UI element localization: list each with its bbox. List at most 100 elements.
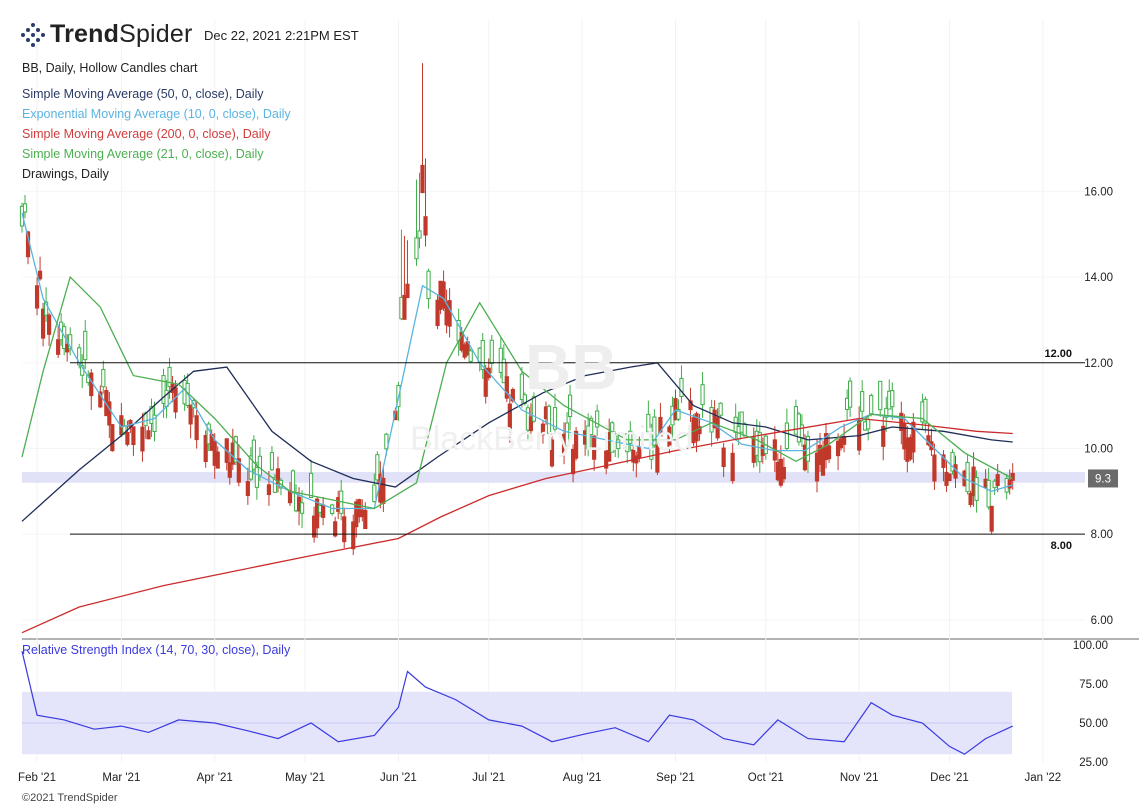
candle-body	[146, 430, 151, 440]
candle-body	[19, 205, 25, 227]
candle-body	[435, 299, 440, 326]
candle-body	[781, 467, 786, 480]
candle-body	[814, 452, 820, 482]
candle-body	[528, 416, 534, 432]
candle-body	[417, 230, 422, 239]
candle-body	[730, 452, 735, 482]
time-axis-tick: Apr '21	[197, 772, 233, 784]
candle-body	[658, 416, 663, 437]
candle-body	[965, 461, 970, 493]
candle-body	[333, 521, 338, 537]
candle-body	[56, 339, 61, 355]
candle-body	[34, 285, 40, 309]
candle-body	[986, 479, 991, 508]
candle-body	[667, 426, 672, 447]
candle-body	[468, 350, 473, 362]
candle-body	[564, 422, 570, 447]
time-axis-tick: Mar '21	[102, 772, 140, 784]
candle-body	[697, 426, 702, 435]
candle-body	[890, 390, 895, 408]
candle-body	[480, 340, 485, 370]
candle-body	[649, 436, 654, 460]
candle-body	[330, 504, 335, 515]
candle-body	[742, 423, 747, 437]
candle-body	[573, 430, 579, 459]
candle-body	[519, 373, 524, 401]
drawings: 12.00 8.00 9.3	[70, 348, 1118, 552]
candle-body	[860, 391, 865, 412]
candle-body	[257, 455, 262, 476]
candle-body	[531, 396, 537, 422]
candle-body	[420, 164, 425, 194]
logo-icon	[21, 22, 45, 47]
candle-body	[974, 477, 979, 501]
candle-body	[363, 509, 368, 530]
candle-body	[233, 436, 238, 463]
time-axis-tick: Dec '21	[930, 772, 969, 784]
candle-body	[549, 439, 555, 467]
candle-body	[968, 492, 973, 505]
candle-body	[161, 375, 166, 404]
rsi-axis-tick: 75.00	[1079, 679, 1108, 691]
candle-body	[613, 435, 618, 444]
candle-body	[721, 447, 726, 468]
legend-drawings[interactable]: Drawings, Daily	[22, 167, 109, 181]
candle-body	[83, 330, 88, 361]
candle-body	[540, 423, 546, 436]
candle-body	[884, 407, 889, 418]
rsi-axis-tick: 25.00	[1079, 757, 1108, 769]
legend-sma50[interactable]: Simple Moving Average (50, 0, close), Da…	[22, 87, 264, 101]
candle-body	[140, 426, 145, 452]
drawing-label-8.00: 8.00	[1051, 540, 1072, 552]
candle-body	[592, 435, 597, 460]
candle-body	[700, 384, 705, 406]
candle-body	[866, 418, 871, 430]
rsi-line	[21, 651, 1013, 755]
candle-body	[227, 462, 232, 478]
candle-body	[402, 294, 407, 320]
candle-body	[98, 391, 103, 408]
rsi-band	[22, 691, 1012, 755]
logo-brand-bold: Trend	[50, 20, 120, 48]
candle-body	[688, 400, 693, 411]
candle-body	[718, 402, 723, 416]
watermark-symbol: BB	[525, 331, 618, 403]
legend-chart-title[interactable]: BB, Daily, Hollow Candles chart	[22, 61, 198, 75]
watermark-company: BlackBerry Limited	[410, 420, 694, 458]
candle-body	[37, 270, 43, 280]
candle-body	[269, 452, 275, 471]
time-axis-tick: Nov '21	[840, 772, 879, 784]
candle-body	[321, 504, 326, 518]
indicator-legend: BB, Daily, Hollow Candles chart Simple M…	[22, 58, 291, 184]
candle-body	[236, 458, 241, 483]
price-axis-tick: 6.00	[1091, 615, 1113, 627]
candle-body	[423, 216, 428, 236]
candle-body	[595, 410, 600, 428]
time-axis-tick: Sep '21	[656, 772, 695, 784]
candle-body	[799, 424, 805, 439]
chart-timestamp: Dec 22, 2021 2:21PM EST	[204, 28, 359, 43]
candle-body	[1010, 472, 1015, 481]
legend-ema10[interactable]: Exponential Moving Average (10, 0, close…	[22, 107, 291, 121]
candle-body	[646, 413, 651, 433]
candle-body	[125, 431, 130, 445]
candle-body	[101, 369, 106, 388]
candle-body	[89, 372, 94, 397]
price-axis-tick: 16.00	[1084, 186, 1113, 198]
candle-body	[941, 454, 946, 468]
rsi-legend[interactable]: Relative Strength Index (14, 70, 30, clo…	[22, 643, 291, 657]
candle-body	[40, 308, 46, 339]
sma21-line	[21, 275, 1014, 510]
legend-sma200[interactable]: Simple Moving Average (200, 0, close), D…	[22, 127, 271, 141]
candle-body	[167, 366, 172, 388]
candle-body	[173, 387, 178, 413]
candle-body	[552, 407, 558, 430]
candle-body	[22, 203, 28, 213]
legend-sma21[interactable]: Simple Moving Average (21, 0, close), Da…	[22, 147, 264, 161]
candle-body	[47, 314, 52, 335]
candle-body	[245, 481, 250, 497]
candle-body	[131, 426, 136, 446]
candle-body	[989, 505, 994, 532]
candle-body	[841, 436, 847, 445]
